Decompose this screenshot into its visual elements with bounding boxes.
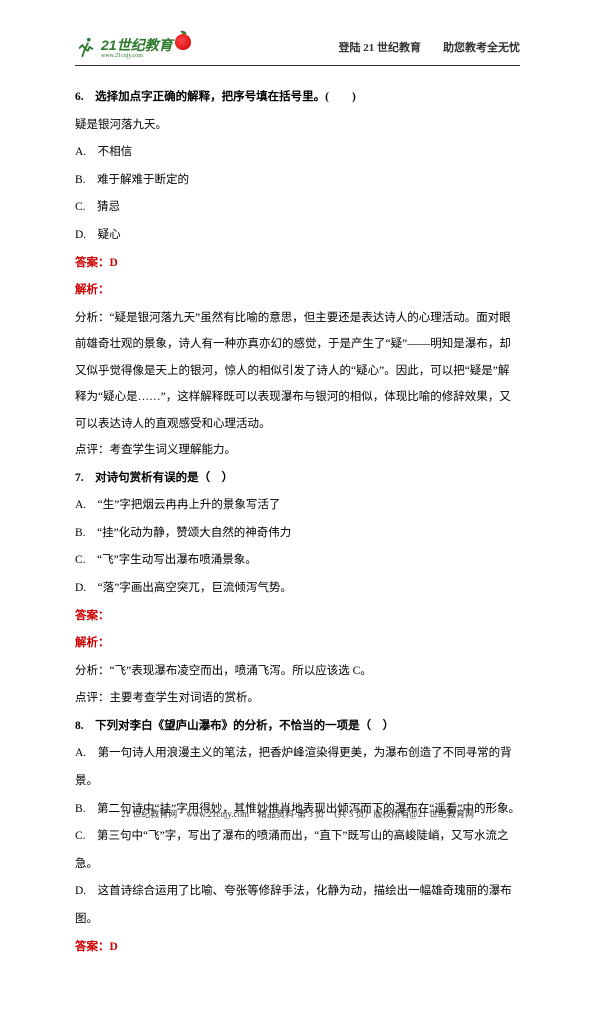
apple-icon (175, 34, 191, 50)
q7-analysis: 分析：“飞”表现瀑布凌空而出，喷涌飞泻。所以应该选 C。 (75, 658, 520, 686)
q6-jiexi-label: 解析： (75, 277, 520, 305)
q8-optA: A. 第一句诗人用浪漫主义的笔法，把香炉峰渲染得更美，为瀑布创造了不同寻常的背景… (75, 740, 520, 795)
logo-url: www.21cnjy.com (101, 53, 173, 59)
q6-answer-label: 答案： (75, 257, 110, 269)
q6-optD: D. 疑心 (75, 222, 520, 250)
q6-analysis: 分析：“疑是银河落九天”虽然有比喻的意思，但主要还是表达诗人的心理活动。面对眼前… (75, 305, 520, 437)
q7-optA: A. “生”字把烟云冉冉上升的景象写活了 (75, 492, 520, 520)
q7-optC: C. “飞”字生动写出瀑布喷涌景象。 (75, 547, 520, 575)
page-header: 21世纪教育 www.21cnjy.com 登陆 21 世纪教育 助您教考全无忧 (75, 35, 520, 66)
q7-stem: 7. 对诗句赏析有误的是（ ） (75, 465, 520, 493)
q8-answer-label: 答案： (75, 941, 110, 953)
q6-optB: B. 难于解难于断定的 (75, 167, 520, 195)
logo-text: 21世纪教育 (101, 37, 173, 53)
logo: 21世纪教育 www.21cnjy.com (75, 35, 191, 59)
q6-optA: A. 不相信 (75, 139, 520, 167)
q8-optD: D. 这首诗综合运用了比喻、夸张等修辞手法，化静为动，描绘出一幅雄奇瑰丽的瀑布图… (75, 878, 520, 933)
q7-optD: D. “落”字画出高空突兀，巨流倾泻气势。 (75, 575, 520, 603)
q7-optB: B. “挂”化动为静，赞颂大自然的神奇伟力 (75, 520, 520, 548)
q6-stem: 6. 选择加点字正确的解释，把序号填在括号里。( ) (75, 84, 520, 112)
page-footer: 21 世纪教育网 www.21cnjy.com 精品资料·第 3 页 （共 3 … (0, 807, 595, 820)
q7-dianping: 点评：主要考查学生对词语的赏析。 (75, 685, 520, 713)
header-slogan: 登陆 21 世纪教育 助您教考全无忧 (339, 39, 521, 55)
q8-optC: C. 第三句中“飞”字，写出了瀑布的喷涌而出，“直下”既写山的高峻陡峭，又写水流… (75, 823, 520, 878)
q6-sentence: 疑是银河落九天。 (75, 112, 520, 140)
q6-dianping: 点评：考查学生词义理解能力。 (75, 437, 520, 465)
q8-stem: 8. 下列对李白《望庐山瀑布》的分析，不恰当的一项是（ ） (75, 713, 520, 741)
q6-answer: D (110, 257, 118, 269)
q7-jiexi-label: 解析： (75, 630, 520, 658)
q6-optC: C. 猜忌 (75, 194, 520, 222)
runner-icon (75, 36, 97, 58)
q7-answer-label: 答案： (75, 603, 520, 631)
q8-answer: D (110, 941, 118, 953)
